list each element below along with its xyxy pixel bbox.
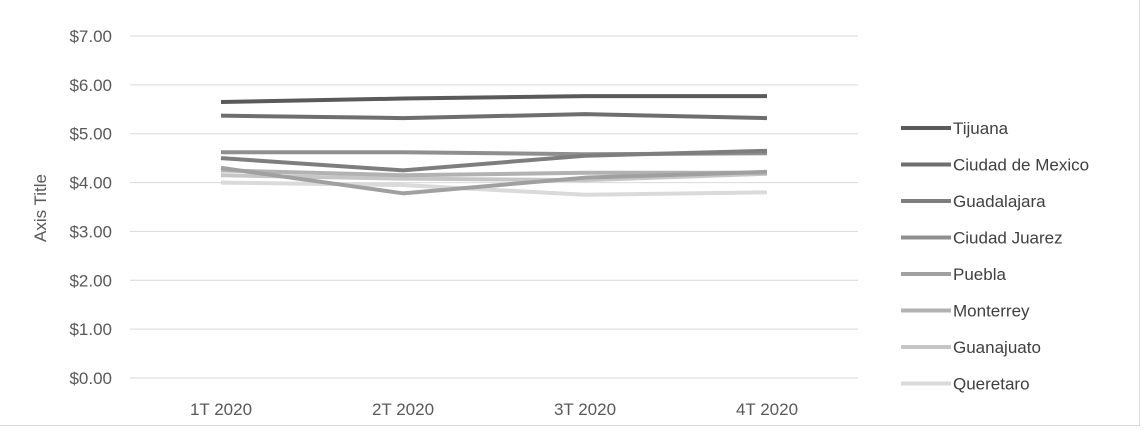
series-lines (220, 94, 768, 197)
y-axis-ticks: $0.00 $1.00 $2.00 $3.00 $4.00 $5.00 $6.00 $7.00 (69, 27, 112, 388)
series-line (220, 94, 767, 104)
y-tick-label: $0.00 (69, 369, 112, 388)
y-tick-label: $3.00 (69, 222, 112, 241)
legend-label: Monterrey (953, 302, 1030, 321)
x-tick-label: 1T 2020 (190, 400, 252, 419)
legend-label: Tijuana (953, 119, 1009, 138)
y-axis-title: Axis Title (31, 174, 50, 242)
y-tick-label: $7.00 (69, 27, 112, 46)
legend-label: Ciudad Juarez (953, 229, 1063, 248)
legend-label: Ciudad de Mexico (953, 156, 1089, 175)
series-line (220, 180, 768, 197)
legend: Tijuana Ciudad de Mexico Guadalajara Ciudad… (901, 119, 1089, 394)
x-tick-label: 4T 2020 (736, 400, 798, 419)
series-line (220, 112, 768, 121)
x-tick-label: 3T 2020 (554, 400, 616, 419)
series-line (220, 171, 768, 183)
legend-label: Puebla (953, 265, 1006, 284)
gridlines (130, 35, 858, 379)
series-line (220, 165, 768, 196)
x-tick-label: 2T 2020 (372, 400, 434, 419)
legend-label: Guanajuato (953, 338, 1041, 357)
y-tick-label: $5.00 (69, 125, 112, 144)
series-line (220, 148, 768, 173)
y-tick-label: $4.00 (69, 174, 112, 193)
x-axis-ticks: 1T 2020 2T 2020 3T 2020 4T 2020 (190, 400, 798, 419)
y-tick-label: $6.00 (69, 76, 112, 95)
y-tick-label: $1.00 (69, 320, 112, 339)
y-tick-label: $2.00 (69, 271, 112, 290)
legend-label: Guadalajara (953, 192, 1046, 211)
legend-label: Queretaro (953, 375, 1030, 394)
